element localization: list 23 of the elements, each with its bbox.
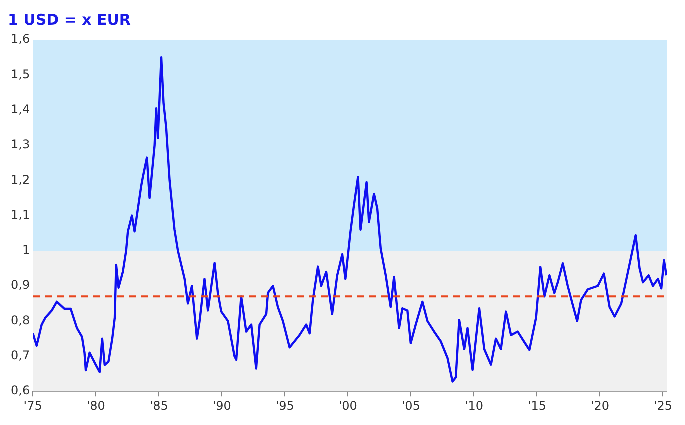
x-tick-label: '95	[276, 398, 294, 413]
y-tick-label: 1	[22, 243, 30, 258]
x-tick-label: '80	[86, 398, 106, 413]
y-tick-label: 0,6	[10, 384, 30, 398]
x-tick-label: '25	[654, 398, 673, 413]
x-tick-label: '05	[402, 398, 420, 413]
y-tick-label: 1,3	[10, 138, 30, 152]
y-tick-label: 1,2	[10, 172, 30, 187]
y-tick-label: 1,6	[10, 32, 30, 46]
y-tick-label: 1,4	[10, 102, 30, 116]
y-tick-label: 1,1	[10, 208, 30, 222]
chart-title: 1 USD = x EUR	[8, 10, 132, 29]
x-tick-label: '85	[150, 398, 168, 413]
y-tick-label: 0,8	[10, 313, 30, 328]
x-tick-label: '10	[464, 398, 484, 413]
x-tick-label: '20	[590, 398, 610, 413]
x-tick-label: '00	[338, 398, 358, 413]
x-tick-label: '90	[212, 398, 232, 413]
y-tick-label: 1,5	[10, 67, 30, 82]
x-tick-label: '15	[528, 398, 546, 413]
y-tick-label: 0,9	[10, 278, 30, 292]
x-tick-label: '75	[24, 398, 42, 413]
y-tick-label: 0,7	[10, 348, 30, 363]
